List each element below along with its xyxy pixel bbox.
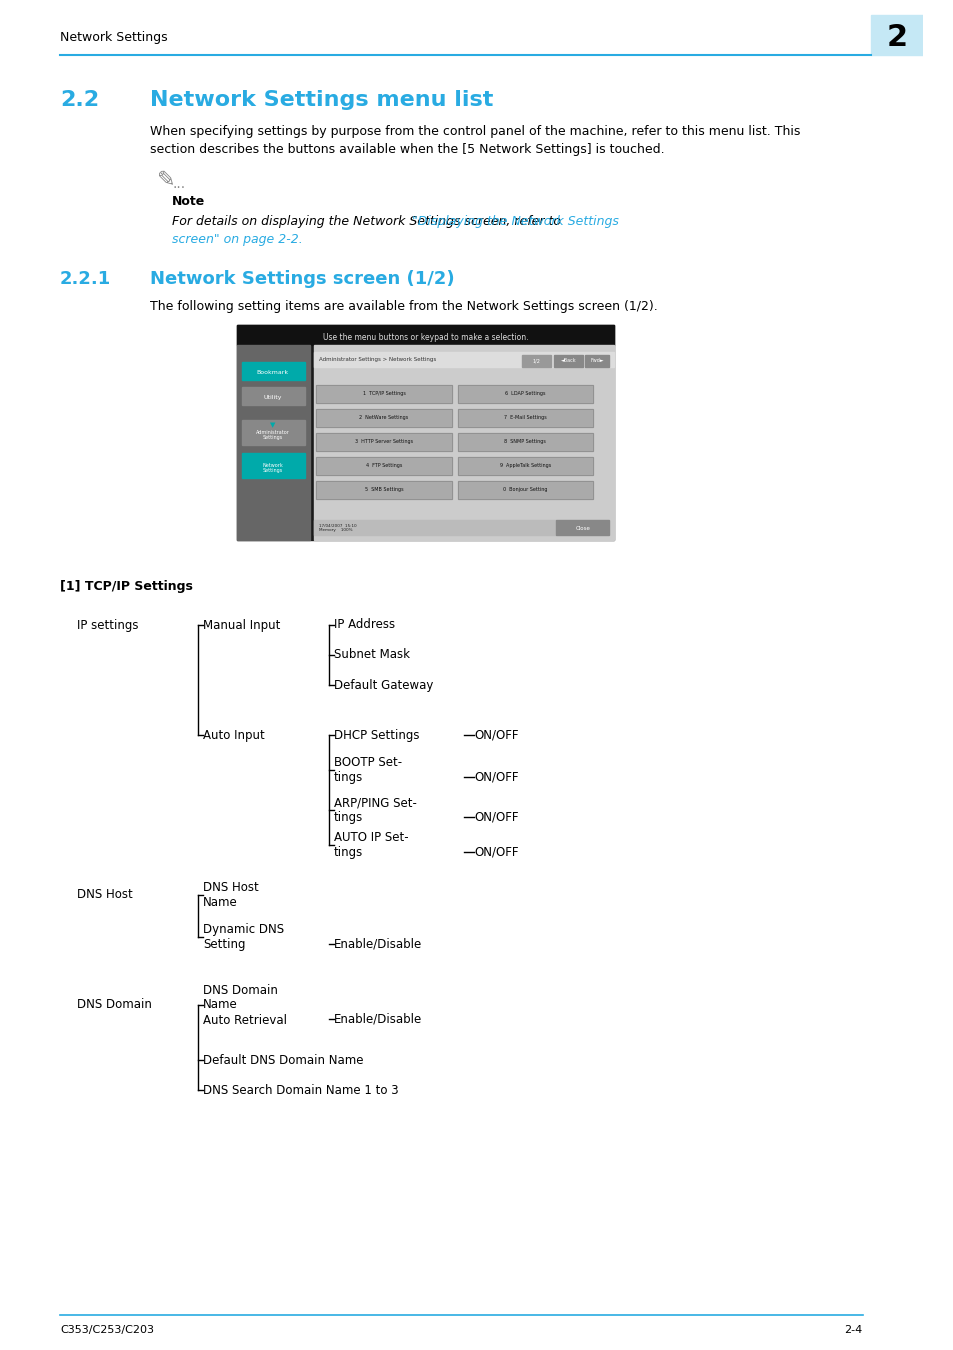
Text: ▼: ▼ bbox=[270, 423, 275, 428]
Bar bbox=[870, 15, 922, 55]
Bar bbox=[236, 325, 614, 346]
Text: 2-4: 2-4 bbox=[843, 1324, 862, 1335]
Bar bbox=[316, 458, 452, 475]
Bar bbox=[457, 433, 593, 451]
Text: DNS Host: DNS Host bbox=[77, 888, 133, 902]
Bar bbox=[457, 433, 593, 451]
Bar bbox=[314, 520, 556, 535]
Text: 0  Bonjour Setting: 0 Bonjour Setting bbox=[502, 487, 547, 493]
Text: 9  AppleTalk Settings: 9 AppleTalk Settings bbox=[499, 463, 550, 468]
Text: [1] TCP/IP Settings: [1] TCP/IP Settings bbox=[60, 580, 193, 593]
Bar bbox=[236, 325, 614, 540]
Text: C353/C253/C203: C353/C253/C203 bbox=[60, 1324, 153, 1335]
Text: ON/OFF: ON/OFF bbox=[474, 810, 518, 824]
Bar bbox=[316, 385, 452, 404]
Text: ARP/PING Set-
tings: ARP/PING Set- tings bbox=[334, 796, 416, 824]
Text: 8  SNMP Settings: 8 SNMP Settings bbox=[504, 440, 546, 444]
Bar bbox=[316, 409, 452, 427]
Bar bbox=[522, 355, 551, 367]
Text: Network Settings screen (1/2): Network Settings screen (1/2) bbox=[150, 270, 454, 288]
Bar bbox=[314, 346, 614, 540]
Bar bbox=[241, 362, 304, 379]
Text: 2.2.1: 2.2.1 bbox=[60, 270, 112, 288]
Text: Manual Input: Manual Input bbox=[203, 618, 280, 632]
Text: screen" on page 2-2.: screen" on page 2-2. bbox=[172, 234, 303, 246]
Bar bbox=[316, 458, 452, 475]
Text: 2.2: 2.2 bbox=[60, 90, 99, 109]
Bar bbox=[457, 458, 593, 475]
Text: DNS Domain
Name
Auto Retrieval: DNS Domain Name Auto Retrieval bbox=[203, 984, 287, 1026]
Text: AUTO IP Set-
tings: AUTO IP Set- tings bbox=[334, 832, 408, 859]
Bar bbox=[457, 481, 593, 500]
Text: DNS Host
Name: DNS Host Name bbox=[203, 882, 258, 909]
Text: Default DNS Domain Name: Default DNS Domain Name bbox=[203, 1053, 363, 1066]
Bar bbox=[584, 355, 609, 367]
Bar bbox=[316, 433, 452, 451]
Text: Administrator Settings > Network Settings: Administrator Settings > Network Setting… bbox=[319, 358, 436, 363]
Text: DHCP Settings: DHCP Settings bbox=[334, 729, 418, 741]
Text: section describes the buttons available when the [5 Network Settings] is touched: section describes the buttons available … bbox=[150, 143, 664, 157]
Bar bbox=[316, 385, 452, 404]
Bar bbox=[241, 387, 304, 405]
Bar bbox=[314, 352, 614, 367]
Text: Auto Input: Auto Input bbox=[203, 729, 265, 741]
Text: Administrator
Settings: Administrator Settings bbox=[255, 429, 290, 440]
Text: ◄Back: ◄Back bbox=[560, 359, 576, 363]
Text: ...: ... bbox=[172, 177, 185, 190]
Text: 2  NetWare Settings: 2 NetWare Settings bbox=[359, 416, 408, 420]
Text: Default Gateway: Default Gateway bbox=[334, 679, 433, 691]
Bar bbox=[457, 409, 593, 427]
Text: Use the menu buttons or keypad to make a selection.: Use the menu buttons or keypad to make a… bbox=[322, 332, 528, 342]
Text: Close: Close bbox=[576, 525, 590, 531]
Text: 2: 2 bbox=[885, 23, 906, 53]
Text: Enable/Disable: Enable/Disable bbox=[334, 1012, 421, 1026]
Text: Dynamic DNS
Setting: Dynamic DNS Setting bbox=[203, 923, 284, 950]
Text: 1  TCP/IP Settings: 1 TCP/IP Settings bbox=[362, 392, 405, 397]
Text: Subnet Mask: Subnet Mask bbox=[334, 648, 409, 662]
Text: 1/2: 1/2 bbox=[533, 359, 540, 363]
Text: Note: Note bbox=[172, 194, 205, 208]
Text: ON/OFF: ON/OFF bbox=[474, 729, 518, 741]
Text: Utility: Utility bbox=[263, 394, 282, 400]
Text: The following setting items are available from the Network Settings screen (1/2): The following setting items are availabl… bbox=[150, 300, 657, 313]
Text: ON/OFF: ON/OFF bbox=[474, 771, 518, 783]
Bar bbox=[316, 481, 452, 500]
Bar bbox=[241, 420, 304, 446]
Text: BOOTP Set-
tings: BOOTP Set- tings bbox=[334, 756, 401, 784]
Text: 3  HTTP Server Settings: 3 HTTP Server Settings bbox=[355, 440, 413, 444]
Bar bbox=[554, 355, 582, 367]
Text: When specifying settings by purpose from the control panel of the machine, refer: When specifying settings by purpose from… bbox=[150, 126, 800, 138]
Bar bbox=[457, 458, 593, 475]
Text: 17/04/2007  15:10
Memory    100%: 17/04/2007 15:10 Memory 100% bbox=[319, 524, 356, 532]
Bar bbox=[316, 481, 452, 500]
Text: ✎: ✎ bbox=[156, 170, 175, 190]
Text: Bookmark: Bookmark bbox=[256, 370, 289, 374]
Bar bbox=[316, 433, 452, 451]
Bar bbox=[457, 481, 593, 500]
Text: Network Settings menu list: Network Settings menu list bbox=[150, 90, 493, 109]
Text: 7  E-Mail Settings: 7 E-Mail Settings bbox=[503, 416, 546, 420]
Text: "Displaying the Network Settings: "Displaying the Network Settings bbox=[172, 215, 618, 228]
Bar bbox=[236, 346, 309, 540]
Text: DNS Domain: DNS Domain bbox=[77, 999, 152, 1011]
Text: 5  SMB Settings: 5 SMB Settings bbox=[364, 487, 403, 493]
Bar bbox=[457, 409, 593, 427]
Text: 4  FTP Settings: 4 FTP Settings bbox=[365, 463, 402, 468]
Text: 6  LDAP Settings: 6 LDAP Settings bbox=[504, 392, 545, 397]
Text: ON/OFF: ON/OFF bbox=[474, 845, 518, 859]
Text: Network Settings: Network Settings bbox=[60, 31, 168, 45]
Text: IP settings: IP settings bbox=[77, 618, 139, 632]
Text: Network
Settings: Network Settings bbox=[262, 463, 283, 474]
Text: Fwd►: Fwd► bbox=[589, 359, 603, 363]
Text: IP Address: IP Address bbox=[334, 618, 395, 632]
Bar bbox=[556, 520, 609, 535]
Bar bbox=[316, 409, 452, 427]
Bar bbox=[457, 385, 593, 404]
Text: Enable/Disable: Enable/Disable bbox=[334, 937, 421, 950]
Bar bbox=[457, 385, 593, 404]
Text: For details on displaying the Network Settings screen, refer to: For details on displaying the Network Se… bbox=[172, 215, 564, 228]
Text: DNS Search Domain Name 1 to 3: DNS Search Domain Name 1 to 3 bbox=[203, 1084, 398, 1096]
Bar bbox=[241, 454, 304, 478]
